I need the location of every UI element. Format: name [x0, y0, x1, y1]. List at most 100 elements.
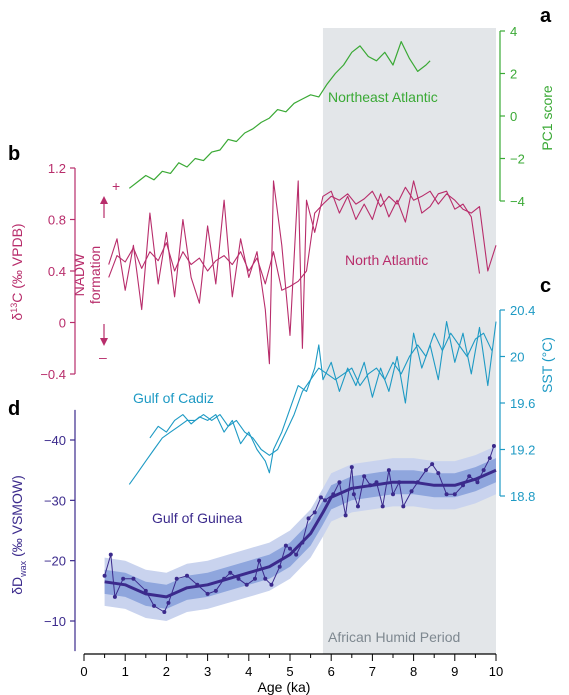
data-point-gulf-of-guinea	[461, 483, 466, 488]
data-point-gulf-of-guinea	[222, 576, 227, 581]
axis-deltad-tick-label: −40	[44, 433, 66, 448]
nadw-annotation-line2: formation	[87, 246, 103, 304]
nadw-minus-sign: –	[99, 349, 107, 365]
panel-label-a: a	[540, 5, 552, 27]
data-point-gulf-of-guinea	[228, 570, 233, 575]
data-point-gulf-of-guinea	[257, 558, 262, 563]
series-label-northeast-atlantic: Northeast Atlantic	[328, 89, 438, 105]
series-label-north-atlantic: North Atlantic	[345, 252, 428, 268]
nadw-annotation-line1: NADW	[71, 253, 87, 297]
data-point-gulf-of-guinea	[312, 510, 317, 515]
nadw-arrow-down-icon	[100, 324, 108, 346]
data-point-gulf-of-guinea	[331, 492, 336, 497]
data-point-gulf-of-guinea	[380, 504, 385, 509]
ylabel-sst: SST (°C)	[539, 337, 555, 393]
axis-deltad-tick-label: −20	[44, 554, 66, 569]
data-point-gulf-of-guinea	[362, 474, 367, 479]
axis-age-tick-label: 10	[489, 664, 503, 679]
data-point-gulf-of-guinea	[236, 576, 241, 581]
data-point-gulf-of-guinea	[452, 492, 457, 497]
data-point-gulf-of-guinea	[152, 603, 157, 608]
series-line-gulf-of-guinea	[104, 445, 495, 613]
data-point-gulf-of-guinea	[397, 480, 402, 485]
data-point-gulf-of-guinea	[351, 492, 356, 497]
axis-pc1-tick-label: −2	[510, 152, 525, 167]
data-point-gulf-of-guinea	[300, 540, 305, 545]
trend-line-gulf-of-guinea	[104, 468, 497, 599]
axis-pc1-tick-label: 0	[510, 109, 517, 124]
data-point-gulf-of-guinea	[444, 492, 449, 497]
data-point-gulf-of-guinea	[195, 582, 200, 587]
data-point-gulf-of-guinea	[318, 495, 323, 500]
data-point-gulf-of-guinea	[386, 468, 391, 473]
axis-pc1-tick-label: 2	[510, 67, 517, 82]
axis-age-tick-label: 0	[80, 664, 87, 679]
series-line-gulf-of-cadiz-2	[149, 321, 497, 474]
series-label-gulf-of-guinea: Gulf of Guinea	[152, 510, 242, 526]
data-point-gulf-of-guinea	[244, 582, 249, 587]
data-point-gulf-of-guinea	[252, 576, 257, 581]
data-point-gulf-of-guinea	[415, 480, 420, 485]
series-line-northeast-atlantic	[128, 40, 431, 189]
axis-delta13c-tick-label: 1.2	[48, 161, 66, 176]
axis-age-tick-label: 6	[328, 664, 335, 679]
data-point-gulf-of-guinea	[131, 576, 136, 581]
data-point-gulf-of-guinea	[306, 516, 311, 521]
data-point-gulf-of-guinea	[185, 573, 189, 578]
xlabel-age: Age (ka)	[258, 679, 311, 695]
band-layer	[104, 446, 496, 621]
shade-layer	[322, 28, 496, 654]
axis-sst-tick-label: 20	[510, 350, 524, 365]
data-point-gulf-of-guinea	[166, 600, 171, 605]
data-point-gulf-of-guinea	[349, 465, 354, 470]
panel-label-b: b	[8, 143, 20, 165]
panel-label-c: c	[540, 275, 551, 297]
panel-label-d: d	[8, 398, 20, 420]
ylabel-deltad-wax: δDwax (‰ VSMOW)	[9, 475, 28, 594]
series-line-north-atlantic-1	[108, 186, 497, 291]
data-point-gulf-of-guinea	[391, 492, 395, 497]
data-point-gulf-of-guinea	[112, 594, 117, 599]
axis-age-tick-label: 8	[410, 664, 417, 679]
data-point-gulf-of-guinea	[121, 576, 126, 581]
axis-age-tick-label: 2	[163, 664, 170, 679]
data-point-gulf-of-guinea	[162, 609, 167, 614]
data-point-gulf-of-guinea	[368, 483, 373, 488]
ylabel-delta13c: δ13C (‰ VPDB)	[9, 223, 25, 320]
data-point-gulf-of-guinea	[487, 456, 492, 461]
axis-deltad-tick-label: −30	[44, 493, 66, 508]
shaded-period-label: African Humid Period	[328, 629, 460, 645]
data-point-gulf-of-guinea	[283, 543, 288, 548]
data-point-gulf-of-guinea	[481, 468, 486, 473]
data-point-gulf-of-guinea	[294, 552, 299, 557]
data-point-gulf-of-guinea	[108, 552, 113, 557]
series-layer	[102, 40, 497, 614]
data-point-gulf-of-guinea	[374, 480, 379, 485]
axis-age-tick-label: 5	[286, 664, 293, 679]
axis-age-tick-label: 4	[245, 664, 252, 679]
data-point-gulf-of-guinea	[143, 588, 148, 593]
data-point-gulf-of-guinea	[423, 468, 428, 473]
data-point-gulf-of-guinea	[491, 444, 496, 449]
axis-age-tick-label: 1	[122, 664, 129, 679]
axis-delta13c-tick-label: 0.8	[48, 213, 66, 228]
axis-age-tick-label: 3	[204, 664, 211, 679]
axis-deltad-tick-label: −10	[44, 614, 66, 629]
axis-sst-tick-label: 19.2	[510, 443, 535, 458]
data-point-gulf-of-guinea	[263, 576, 268, 581]
axis-sst-tick-label: 18.8	[510, 489, 535, 504]
data-point-gulf-of-guinea	[467, 474, 472, 479]
data-point-gulf-of-guinea	[269, 582, 274, 587]
data-point-gulf-of-guinea	[288, 546, 292, 551]
nadw-plus-sign: +	[112, 178, 120, 194]
data-point-gulf-of-guinea	[401, 504, 406, 509]
data-point-gulf-of-guinea	[174, 576, 179, 581]
series-line-north-atlantic-2	[108, 180, 481, 365]
data-point-gulf-of-guinea	[436, 471, 441, 476]
nadw-arrow-up-icon	[100, 196, 108, 218]
axis-delta13c-tick-label: −0.4	[40, 367, 66, 382]
ylabel-pc1-score: PC1 score	[539, 85, 555, 151]
data-point-gulf-of-guinea	[475, 480, 480, 485]
data-point-gulf-of-guinea	[355, 504, 360, 509]
